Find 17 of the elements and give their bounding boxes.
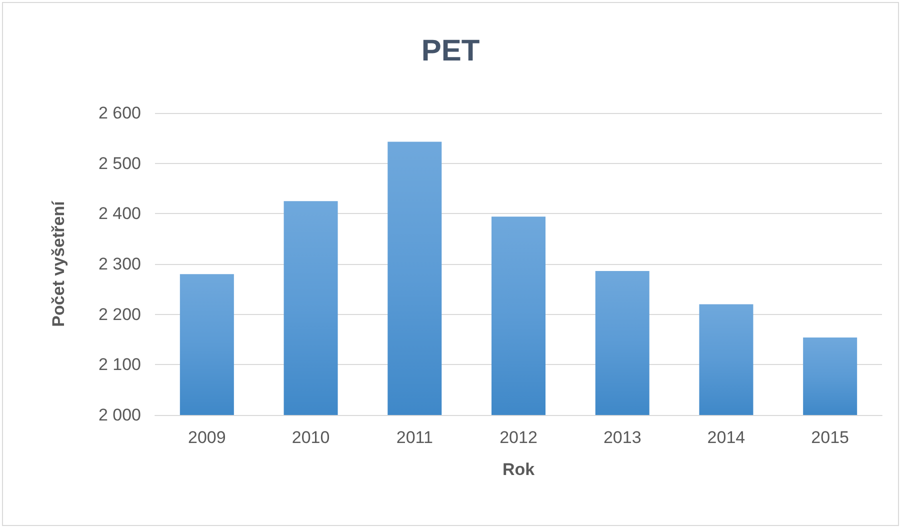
- x-axis-title: Rok: [502, 460, 536, 479]
- y-tick-label: 2 600: [98, 104, 141, 122]
- x-tick-label: 2012: [500, 428, 538, 447]
- y-tick-label: 2 100: [98, 355, 141, 374]
- x-tick-label: 2013: [603, 428, 642, 447]
- x-tick-label: 2011: [396, 428, 433, 447]
- y-tick-label: 2 200: [98, 304, 141, 324]
- x-tick-label: 2015: [811, 428, 849, 447]
- y-tick-label: 2 400: [98, 204, 141, 224]
- y-tick-label: 2 300: [98, 254, 141, 274]
- x-tick-label: 2009: [188, 428, 226, 447]
- x-tick-label: 2010: [292, 428, 330, 447]
- x-tick-label: 2014: [707, 428, 746, 447]
- y-axis-title: Počet vyšetření: [49, 200, 68, 327]
- y-tick-label: 2 500: [98, 154, 141, 173]
- y-tick-label: 2 000: [98, 406, 141, 424]
- chart-title: PET: [421, 34, 480, 68]
